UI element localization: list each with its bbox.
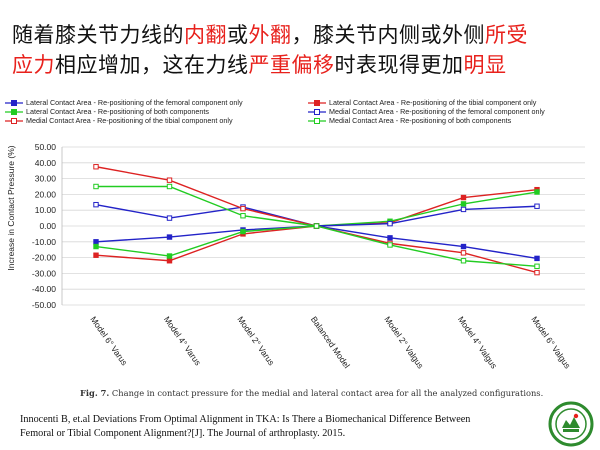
data-point: [166, 234, 173, 240]
data-point: [240, 213, 246, 219]
data-point: [166, 215, 173, 221]
university-emblem-icon: [548, 401, 594, 447]
citation: Innocenti B, et.al Deviations From Optim…: [20, 413, 530, 441]
x-tick-label: Model 4° Valgus: [456, 314, 499, 370]
headline-segment: 明显: [463, 53, 507, 77]
data-point: [93, 239, 99, 245]
legend-swatch: [5, 100, 23, 106]
line-chart: 50.00 40.00 30.00 20.00 10.00 0.00 -10.00 -20.0…: [6, 142, 585, 370]
x-tick-label: Model 4° Varus: [162, 314, 203, 367]
data-point: [93, 252, 99, 258]
data-point: [460, 201, 467, 207]
citation-line-2: Femoral or Tibial Component Alignment?[J…: [20, 428, 346, 439]
legend-swatch: [308, 118, 326, 124]
headline-segment: 严重偏移: [248, 53, 335, 77]
citation-line-1: Innocenti B, et.al Deviations From Optim…: [20, 414, 471, 425]
data-point: [460, 258, 467, 264]
legend-swatch: [5, 109, 23, 115]
y-tick-label: 40.00: [35, 158, 57, 168]
headline-segment: 应力: [12, 53, 55, 77]
headline-segment: 相应增加，这在力线: [55, 53, 249, 77]
y-tick-label: 20.00: [35, 189, 57, 199]
y-tick-label: -30.00: [32, 268, 56, 278]
data-point: [534, 269, 540, 276]
data-point: [93, 183, 99, 190]
headline-line-2: 应力相应增加，这在力线严重偏移时表现得更加明显: [12, 50, 597, 80]
legend-label: Medial Contact Area - Re-positioning of …: [329, 107, 545, 116]
legend-swatch: [5, 118, 23, 124]
legend-swatch: [308, 100, 326, 106]
data-point: [166, 183, 173, 190]
data-point: [460, 206, 467, 213]
headline-segment: 所受: [485, 23, 528, 47]
data-point: [534, 255, 540, 262]
data-point: [534, 263, 540, 269]
data-point: [166, 177, 173, 183]
data-point: [534, 203, 540, 209]
data-point: [240, 205, 246, 212]
figure-caption: Fig. 7. Change in contact pressure for t…: [80, 388, 543, 398]
data-point: [93, 164, 99, 170]
headline-segment: 或: [227, 23, 249, 47]
x-tick-label: Model 2° Valgus: [382, 314, 425, 370]
headline-segment: 时表现得更加: [334, 53, 464, 77]
data-point: [166, 253, 173, 259]
x-tick-label: Model 6° Valgus: [529, 314, 572, 370]
data-point: [387, 220, 393, 227]
series-line: [95, 166, 538, 274]
data-point: [387, 242, 393, 248]
y-tick-label: 50.00: [35, 142, 57, 152]
data-point: [93, 201, 99, 208]
figure-caption-label: Fig. 7.: [80, 388, 110, 398]
legend-label: Lateral Contact Area - Re-positioning of…: [26, 107, 209, 116]
data-point: [313, 223, 320, 229]
y-tick-label: 0.00: [39, 221, 56, 231]
data-point: [534, 189, 540, 195]
headline: 随着膝关节力线的内翻或外翻，膝关节内侧或外侧所受 应力相应增加，这在力线严重偏移…: [12, 20, 597, 80]
headline-line-1: 随着膝关节力线的内翻或外翻，膝关节内侧或外侧所受: [12, 20, 597, 50]
data-point: [460, 194, 467, 201]
legend-label: Medial Contact Area - Re-positioning of …: [329, 116, 512, 125]
y-tick-label: -40.00: [32, 284, 56, 294]
data-point: [460, 250, 467, 256]
y-tick-label: -20.00: [32, 253, 56, 263]
y-tick-label: 10.00: [35, 205, 57, 215]
data-point: [460, 243, 467, 250]
y-tick-label: 30.00: [35, 174, 57, 184]
headline-segment: 随着膝关节力线的: [12, 23, 184, 47]
data-point: [166, 258, 173, 264]
data-point: [93, 243, 99, 250]
data-point: [240, 228, 246, 235]
y-axis-label: Increase in Contact Pressure (%): [6, 145, 16, 270]
legend-swatch: [308, 109, 326, 115]
figure-caption-text: Change in contact pressure for the media…: [109, 388, 544, 398]
legend-label: Medial Contact Area - Re-positioning of …: [26, 116, 233, 125]
headline-segment: 内翻: [184, 23, 227, 47]
data-point: [387, 235, 393, 241]
series-line: [95, 203, 538, 227]
x-tick-label: Model 6° Varus: [88, 314, 129, 367]
headline-segment: 外翻: [248, 23, 292, 47]
y-tick-label: -50.00: [32, 300, 56, 310]
y-tick-label: -10.00: [32, 237, 56, 247]
x-tick-label: Balanced Model: [309, 314, 352, 370]
legend-label: Lateral Contact Area - Re-positioning of…: [26, 98, 243, 107]
legend-label: Lateral Contact Area - Re-positioning of…: [329, 98, 537, 107]
x-tick-label: Model 2° Varus: [235, 314, 276, 367]
headline-segment: ，膝关节内侧或外侧: [291, 23, 485, 47]
